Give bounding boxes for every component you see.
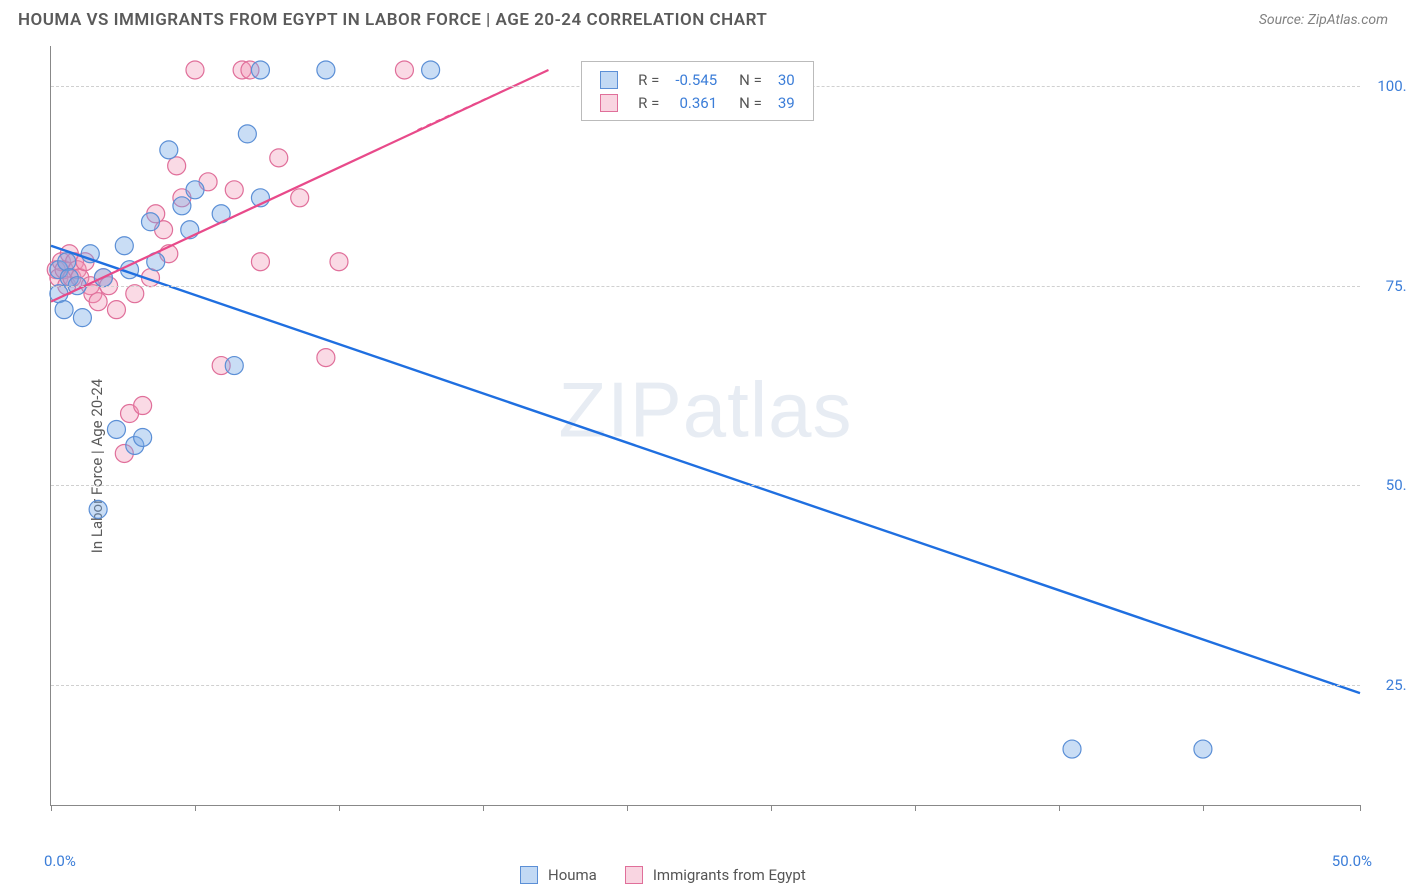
- legend-item-houma: Houma: [520, 866, 597, 884]
- data-point: [89, 500, 107, 518]
- data-point: [317, 61, 335, 79]
- legend-swatch-houma: [520, 866, 538, 884]
- data-point: [168, 157, 186, 175]
- legend-label-egypt: Immigrants from Egypt: [653, 866, 806, 884]
- data-point: [186, 181, 204, 199]
- x-tick: [1360, 805, 1361, 811]
- y-tick-label: 25.0%: [1366, 676, 1406, 694]
- data-point: [317, 349, 335, 367]
- x-tick: [195, 805, 196, 811]
- data-point: [55, 301, 73, 319]
- x-tick: [771, 805, 772, 811]
- legend-swatch: [600, 94, 618, 112]
- legend-swatch: [600, 71, 618, 89]
- plot-area: ZIPatlas 25.0%50.0%75.0%100.0%R =-0.545N…: [50, 46, 1360, 806]
- chart-title: HOUMA VS IMMIGRANTS FROM EGYPT IN LABOR …: [18, 10, 767, 30]
- data-point: [134, 428, 152, 446]
- gridline: [51, 485, 1360, 486]
- y-tick-label: 50.0%: [1366, 476, 1406, 494]
- y-tick-label: 100.0%: [1366, 77, 1406, 95]
- data-point: [107, 420, 125, 438]
- x-tick: [51, 805, 52, 811]
- data-point: [251, 253, 269, 271]
- data-point: [422, 61, 440, 79]
- source-label: Source: ZipAtlas.com: [1259, 12, 1388, 28]
- data-point: [225, 357, 243, 375]
- data-point: [1194, 740, 1212, 758]
- x-tick: [339, 805, 340, 811]
- data-point: [115, 237, 133, 255]
- data-point: [225, 181, 243, 199]
- x-tick: [1203, 805, 1204, 811]
- legend-label-houma: Houma: [548, 866, 597, 884]
- x-tick: [627, 805, 628, 811]
- data-point: [270, 149, 288, 167]
- data-point: [291, 189, 309, 207]
- title-bar: HOUMA VS IMMIGRANTS FROM EGYPT IN LABOR …: [0, 0, 1406, 36]
- data-point: [134, 397, 152, 415]
- data-point: [126, 285, 144, 303]
- data-point: [238, 125, 256, 143]
- data-point: [160, 141, 178, 159]
- legend-bottom: Houma Immigrants from Egypt: [520, 866, 806, 884]
- x-axis-min-label: 0.0%: [44, 852, 76, 870]
- trend-line-dashed: [418, 70, 549, 130]
- trend-line: [51, 246, 1360, 693]
- data-point: [141, 213, 159, 231]
- legend-item-egypt: Immigrants from Egypt: [625, 866, 806, 884]
- plot-svg: [51, 46, 1360, 805]
- x-axis-max-label: 50.0%: [1332, 852, 1372, 870]
- data-point: [395, 61, 413, 79]
- x-tick: [483, 805, 484, 811]
- x-tick: [1059, 805, 1060, 811]
- data-point: [173, 197, 191, 215]
- x-tick: [915, 805, 916, 811]
- data-point: [73, 309, 91, 327]
- gridline: [51, 685, 1360, 686]
- data-point: [1063, 740, 1081, 758]
- data-point: [330, 253, 348, 271]
- data-point: [251, 61, 269, 79]
- legend-swatch-egypt: [625, 866, 643, 884]
- data-point: [107, 301, 125, 319]
- correlation-legend: R =-0.545N =30R =0.361N =39: [581, 61, 814, 121]
- data-point: [58, 253, 76, 271]
- data-point: [186, 61, 204, 79]
- gridline: [51, 286, 1360, 287]
- data-point: [89, 293, 107, 311]
- y-tick-label: 75.0%: [1366, 277, 1406, 295]
- chart-container: In Labor Force | Age 20-24 ZIPatlas 25.0…: [0, 40, 1406, 892]
